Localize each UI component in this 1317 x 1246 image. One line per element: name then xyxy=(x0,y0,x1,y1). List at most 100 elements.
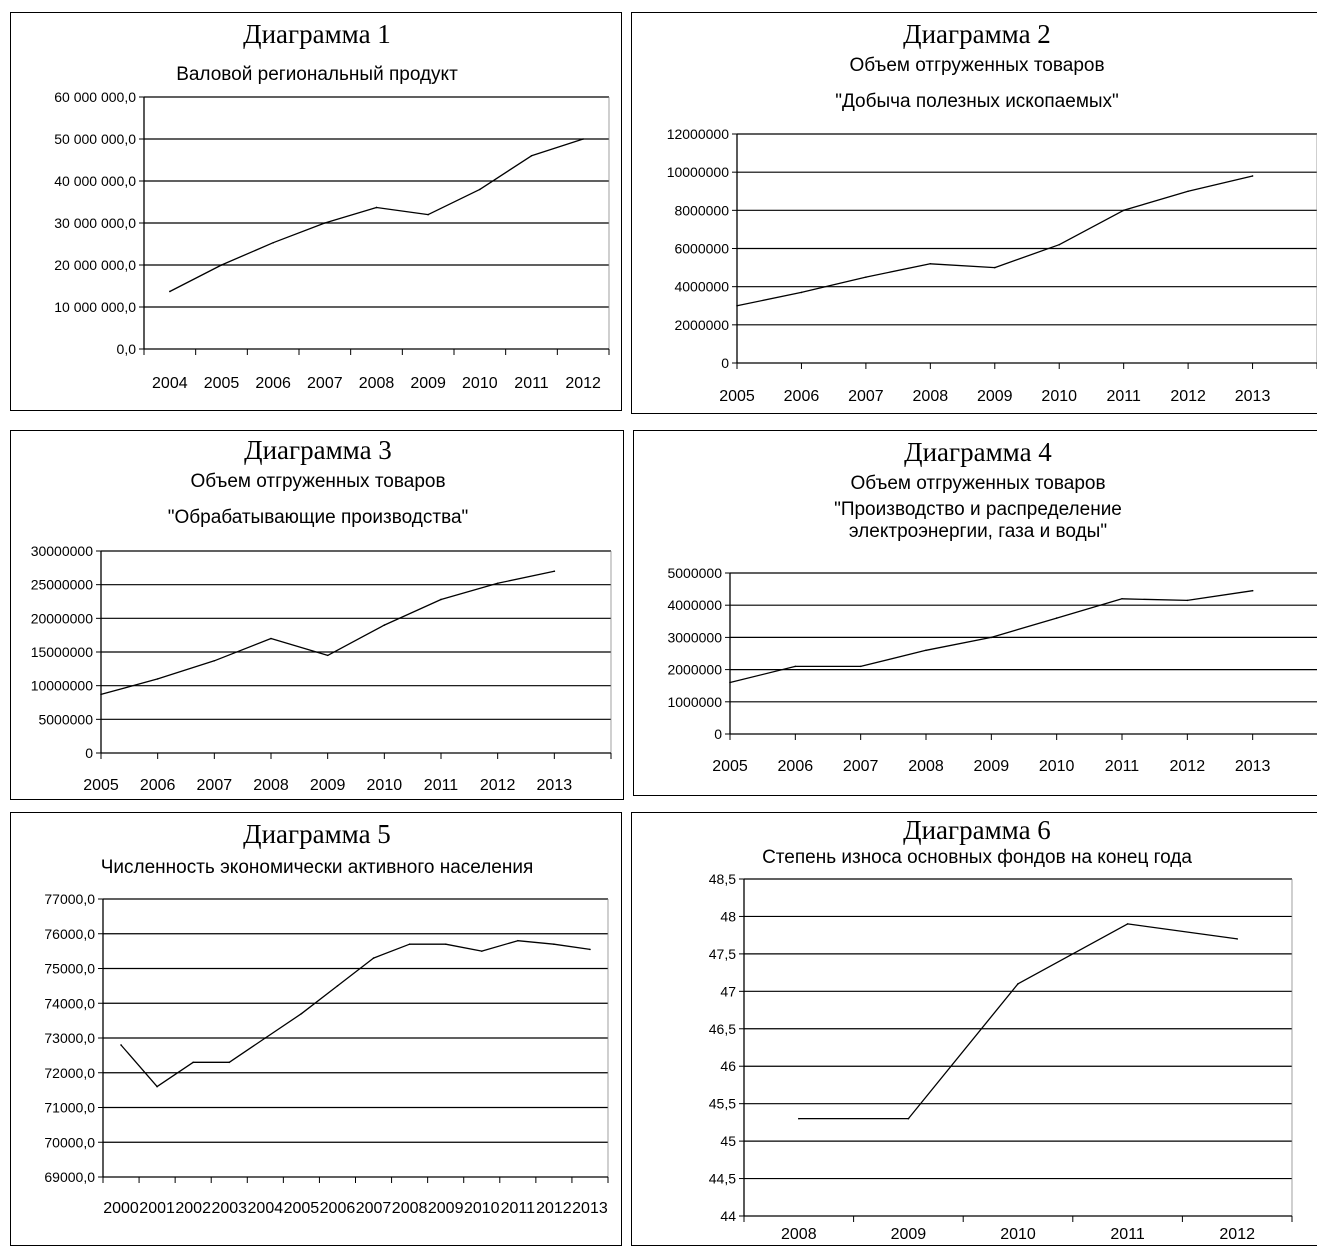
x-tick-label: 2011 xyxy=(1106,388,1141,405)
data-point xyxy=(729,681,731,684)
x-tick-label: 2005 xyxy=(204,375,240,392)
x-tick-label: 2005 xyxy=(83,777,119,794)
chart-title: Диаграмма 1 xyxy=(243,19,391,49)
chart-subtitle-line: Объем отгруженных товаров xyxy=(849,55,1104,76)
chart-title: Диаграмма 5 xyxy=(243,819,391,849)
x-tick-label: 2009 xyxy=(310,777,346,794)
data-point xyxy=(169,290,171,293)
data-point xyxy=(427,213,429,216)
y-tick-label: 4000000 xyxy=(674,279,729,295)
y-tick-label: 76000,0 xyxy=(44,926,95,942)
x-tick-label: 2008 xyxy=(908,758,944,775)
x-tick-label: 2012 xyxy=(1170,758,1206,775)
data-point xyxy=(794,665,797,668)
x-tick-label: 2010 xyxy=(1041,388,1077,405)
x-tick-label: 2007 xyxy=(307,375,343,392)
chart-title: Диаграмма 6 xyxy=(903,815,1051,845)
chart-title: Диаграмма 3 xyxy=(244,435,392,465)
y-tick-label: 6000000 xyxy=(674,241,729,257)
data-point xyxy=(553,943,555,945)
chart-svg-3: Диаграмма 3 Объем отгруженных товаров "Обр… xyxy=(31,435,612,794)
chart-subtitle-line: "Обрабатывающие производства" xyxy=(168,507,469,528)
x-tick-label: 2011 xyxy=(514,375,549,392)
data-point xyxy=(383,624,386,626)
x-tick-label: 2005 xyxy=(284,1200,320,1217)
data-point xyxy=(1251,589,1254,592)
y-tick-label: 2000000 xyxy=(674,317,729,333)
data-point xyxy=(100,693,102,696)
data-point xyxy=(859,665,862,668)
data-point xyxy=(925,649,927,652)
y-tick-label: 70000,0 xyxy=(44,1134,95,1150)
data-point xyxy=(228,1061,231,1064)
y-tick-label: 69000,0 xyxy=(44,1169,95,1185)
x-tick-label: 2011 xyxy=(1110,1226,1145,1243)
y-tick-label: 10000000 xyxy=(31,678,94,694)
y-tick-label: 73000,0 xyxy=(44,1030,95,1046)
x-tick-label: 2008 xyxy=(781,1226,817,1243)
chart-subtitle-line: Валовой региональный продукт xyxy=(176,64,458,85)
data-point xyxy=(1187,190,1189,193)
data-point xyxy=(1121,597,1123,600)
x-tick-label: 2002 xyxy=(175,1200,211,1217)
chart-subtitle-line: Численность экономически активного насел… xyxy=(101,857,534,878)
data-point xyxy=(336,985,339,987)
x-tick-label: 2009 xyxy=(428,1200,464,1217)
x-tick-label: 2007 xyxy=(843,758,879,775)
y-tick-label: 0 xyxy=(714,726,722,742)
y-tick-label: 48 xyxy=(720,908,736,924)
x-tick-label: 2013 xyxy=(1235,388,1271,405)
data-point xyxy=(120,1044,122,1046)
data-point xyxy=(553,570,556,572)
data-point xyxy=(156,1085,158,1088)
data-point xyxy=(1122,209,1125,212)
y-tick-label: 60 000 000,0 xyxy=(54,89,136,105)
series-line xyxy=(100,570,555,696)
data-point xyxy=(929,262,932,265)
y-tick-label: 3000000 xyxy=(667,629,722,645)
x-tick-label: 2010 xyxy=(1000,1226,1036,1243)
y-tick-label: 50 000 000,0 xyxy=(54,131,136,147)
y-tick-label: 20 000 000,0 xyxy=(54,257,136,273)
y-tick-label: 45,5 xyxy=(709,1096,736,1112)
x-tick-label: 2009 xyxy=(891,1226,927,1243)
y-tick-label: 30000000 xyxy=(31,543,94,559)
series-line xyxy=(798,923,1238,1120)
data-point xyxy=(990,636,993,639)
data-point xyxy=(800,291,803,294)
chart-svg-1: Диаграмма 1 Валовой региональный продукт 0… xyxy=(54,19,610,392)
data-point xyxy=(444,943,447,945)
x-tick-label: 2006 xyxy=(320,1200,356,1217)
y-tick-label: 44 xyxy=(720,1208,736,1224)
x-tick-label: 2011 xyxy=(424,777,459,794)
y-tick-label: 46 xyxy=(720,1058,736,1074)
data-point xyxy=(1017,983,1019,985)
x-tick-label: 2010 xyxy=(464,1200,500,1217)
data-point xyxy=(582,138,584,140)
data-point xyxy=(220,264,223,266)
x-tick-label: 2008 xyxy=(359,375,395,392)
chart-svg-4: Диаграмма 4 Объем отгруженных товаров "Про… xyxy=(667,437,1317,775)
chart-panel-2: Диаграмма 2 Объем отгруженных товаров "Доб… xyxy=(631,12,1317,414)
chart-panel-4: Диаграмма 4 Объем отгруженных товаров "Про… xyxy=(633,430,1317,796)
x-tick-label: 2004 xyxy=(152,375,188,392)
y-tick-label: 44,5 xyxy=(709,1171,736,1187)
y-tick-label: 72000,0 xyxy=(44,1065,95,1081)
x-tick-label: 2006 xyxy=(140,777,176,794)
y-tick-label: 47 xyxy=(720,983,736,999)
data-point xyxy=(408,943,411,945)
y-tick-label: 77000,0 xyxy=(44,891,95,907)
y-tick-label: 71000,0 xyxy=(44,1100,95,1116)
x-tick-label: 2008 xyxy=(392,1200,428,1217)
x-tick-label: 2007 xyxy=(197,777,233,794)
chart-subtitle-line: "Производство и распределение xyxy=(834,499,1122,520)
y-tick-label: 2000000 xyxy=(667,662,722,678)
chart-panel-6: Диаграмма 6 Степень износа основных фондо… xyxy=(631,812,1317,1246)
chart-panel-1: Диаграмма 1 Валовой региональный продукт 0… xyxy=(10,12,622,411)
y-tick-label: 74000,0 xyxy=(44,995,95,1011)
x-tick-label: 2013 xyxy=(537,777,573,794)
data-point xyxy=(993,266,996,269)
chart-title: Диаграмма 4 xyxy=(904,437,1052,467)
data-point xyxy=(480,950,483,952)
x-tick-label: 2008 xyxy=(913,388,949,405)
